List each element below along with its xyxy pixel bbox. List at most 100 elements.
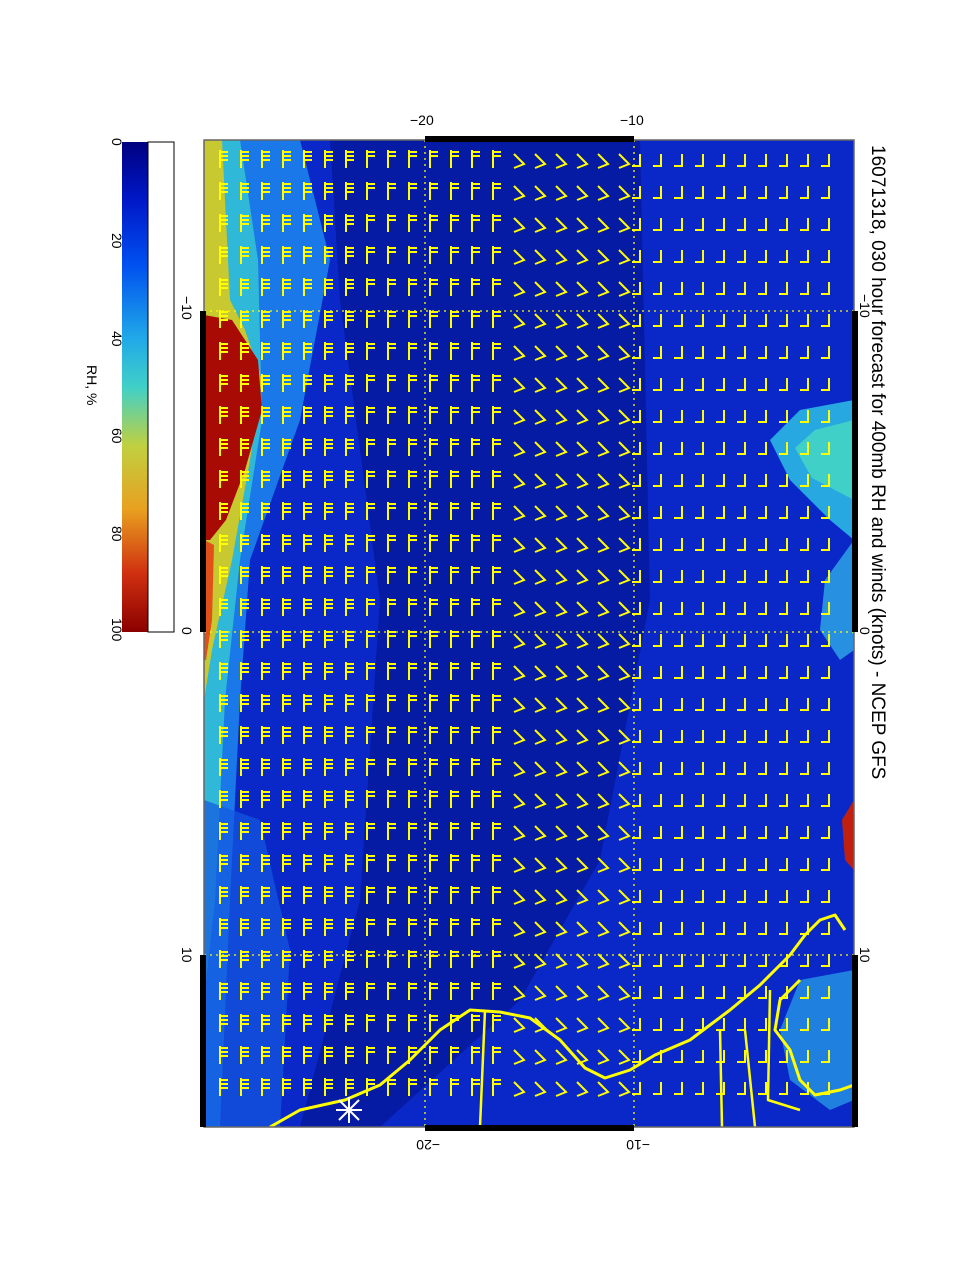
wind-barb <box>450 630 459 648</box>
rh-field-right-patch-2 <box>820 540 854 660</box>
wind-barb <box>513 473 526 489</box>
wind-barb <box>324 918 333 936</box>
wind-barb <box>653 794 662 807</box>
wind-barb <box>618 281 631 297</box>
wind-barb <box>282 758 291 776</box>
wind-barb <box>653 154 662 167</box>
wind-barb <box>471 534 480 552</box>
wind-barb <box>513 729 526 745</box>
wind-barb <box>674 634 683 647</box>
wind-barb <box>282 278 291 296</box>
wind-barb <box>513 953 526 969</box>
wind-barb <box>303 438 312 456</box>
wind-barb <box>653 346 662 359</box>
wind-barb <box>282 822 291 840</box>
wind-barb <box>800 698 809 711</box>
wind-barb <box>597 505 610 521</box>
wind-barb <box>758 378 767 391</box>
wind-barb <box>471 310 480 328</box>
wind-barb <box>513 441 526 457</box>
wind-barb <box>674 506 683 519</box>
wind-barb <box>576 729 589 745</box>
wind-barb <box>821 1050 830 1063</box>
wind-barb <box>219 854 228 872</box>
wind-barb <box>737 250 746 263</box>
wind-barb <box>737 346 746 359</box>
wind-barb <box>674 698 683 711</box>
wind-barb <box>429 854 438 872</box>
colorbar-tick-0: 0 <box>109 138 125 146</box>
wind-barb <box>471 470 480 488</box>
coastline-west-africa <box>269 913 847 1127</box>
wind-barb <box>800 346 809 359</box>
wind-barb <box>219 374 228 392</box>
wind-barb <box>534 313 547 329</box>
wind-barb <box>597 761 610 777</box>
wind-barb <box>632 602 641 615</box>
wind-barb <box>303 918 312 936</box>
wind-barb <box>534 953 547 969</box>
wind-barb <box>716 346 725 359</box>
wind-barb <box>618 825 631 841</box>
wind-barb <box>674 922 683 935</box>
wind-barb <box>282 726 291 744</box>
wind-barb <box>555 985 568 1001</box>
wind-barb <box>576 409 589 425</box>
wind-barb <box>240 822 249 840</box>
wind-barb <box>695 538 704 551</box>
border-line-1 <box>478 1009 487 1127</box>
wind-barb <box>779 602 788 615</box>
wind-barb <box>492 246 501 264</box>
wind-barb <box>821 826 830 839</box>
wind-barb <box>513 793 526 809</box>
wind-barb <box>303 694 312 712</box>
wind-barb <box>695 218 704 231</box>
wind-barb <box>800 826 809 839</box>
wind-barb <box>576 761 589 777</box>
wind-barb <box>261 342 270 360</box>
wind-barb <box>821 954 830 967</box>
wind-barb <box>261 438 270 456</box>
wind-barb <box>513 345 526 361</box>
wind-barb <box>492 630 501 648</box>
wind-barb <box>632 954 641 967</box>
wind-barb <box>450 726 459 744</box>
wind-barb <box>576 473 589 489</box>
wind-barb <box>324 982 333 1000</box>
wind-barb <box>240 598 249 616</box>
wind-barb <box>534 857 547 873</box>
wind-barb <box>632 218 641 231</box>
wind-barb <box>408 630 417 648</box>
wind-barb <box>261 310 270 328</box>
wind-barb <box>492 790 501 808</box>
wind-barb <box>534 921 547 937</box>
wind-barb <box>737 282 746 295</box>
wind-barb <box>492 1046 501 1064</box>
wind-barb <box>240 726 249 744</box>
wind-barb <box>345 278 354 296</box>
wind-barb <box>716 282 725 295</box>
wind-barb <box>345 150 354 168</box>
wind-barb <box>324 534 333 552</box>
wind-barb <box>324 438 333 456</box>
wind-barb <box>534 249 547 265</box>
wind-barb <box>653 602 662 615</box>
wind-barb <box>450 406 459 424</box>
wind-barb <box>737 602 746 615</box>
wind-barb <box>576 665 589 681</box>
wind-barb <box>555 153 568 169</box>
wind-barb <box>800 1018 809 1031</box>
wind-barb <box>345 758 354 776</box>
wind-barb <box>408 470 417 488</box>
wind-barb <box>632 154 641 167</box>
wind-barb <box>737 218 746 231</box>
wind-barb <box>345 438 354 456</box>
wind-barb <box>471 822 480 840</box>
wind-barb <box>366 694 375 712</box>
wind-barb <box>653 474 662 487</box>
wind-barb <box>408 822 417 840</box>
wind-barb <box>576 569 589 585</box>
border-line-2 <box>718 1029 724 1127</box>
wind-barb <box>779 506 788 519</box>
wind-barb <box>492 662 501 680</box>
